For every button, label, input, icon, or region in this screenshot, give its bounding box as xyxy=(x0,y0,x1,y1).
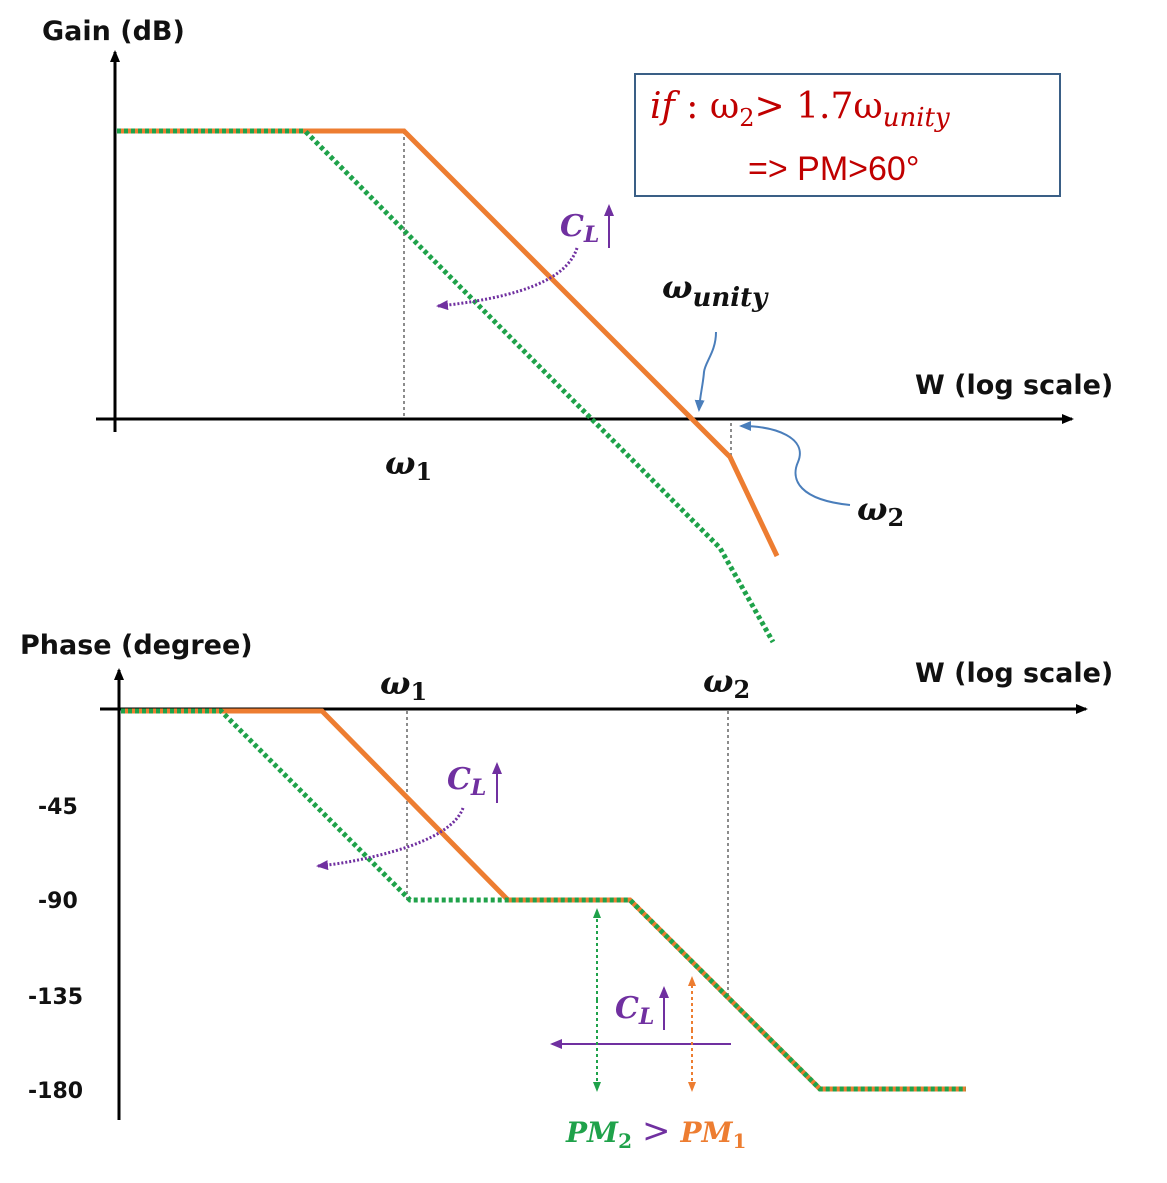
phase-tick-180: -180 xyxy=(28,1079,83,1104)
phase-omega2-label: ω2 xyxy=(703,662,750,704)
gain-curve-increased-cl xyxy=(117,128,776,644)
gain-omega1-label: ω1 xyxy=(385,444,432,486)
omega2-pointer-arrow xyxy=(739,421,851,506)
phase-plot: Phase (degree) W (log scale) -45 -90 -13… xyxy=(20,630,1113,1153)
phase-y-axis-label: Phase (degree) xyxy=(20,630,253,661)
condition-box: if : ω2> 1.7ωunity => PM>60° xyxy=(634,73,1061,197)
gain-omega2-label: ω2 xyxy=(857,490,904,532)
phase-tick-135: -135 xyxy=(28,985,83,1010)
phase-tick-90: -90 xyxy=(38,889,78,914)
gain-cl-label: CL xyxy=(560,209,599,248)
gain-y-axis-label: Gain (dB) xyxy=(42,16,185,47)
phase-pole-shift-arrow xyxy=(316,807,465,871)
phase-cl-label-2: CL xyxy=(615,991,654,1030)
phase-margin-comparison: PM2 > PM1 xyxy=(565,1111,746,1153)
gain-x-axis-label: W (log scale) xyxy=(915,370,1113,401)
omega-unity-label: ωunity xyxy=(662,268,769,313)
gain-plot: Gain (dB) W (log scale) ω1 ω2 ωunity CL … xyxy=(42,16,1113,644)
phase-omega1-label: ω1 xyxy=(380,664,427,706)
phase-curve-increased-cl xyxy=(121,708,966,1092)
condition-line1: if : ω2> 1.7ωunity xyxy=(650,86,950,133)
phase-x-axis-label: W (log scale) xyxy=(915,658,1113,689)
condition-line2: => PM>60° xyxy=(748,150,919,188)
gain-pole-shift-arrow xyxy=(436,247,579,311)
omega-unity-pointer-arrow xyxy=(694,331,717,412)
phase-tick-45: -45 xyxy=(38,795,78,820)
phase-cl-label-1: CL xyxy=(447,762,486,801)
